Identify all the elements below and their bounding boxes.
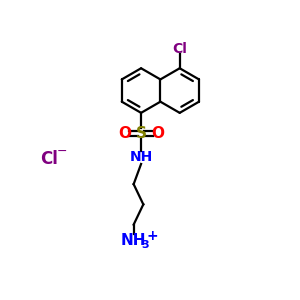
Text: +: + bbox=[146, 229, 158, 243]
Text: −: − bbox=[57, 145, 68, 158]
Text: NH: NH bbox=[130, 150, 153, 164]
Text: O: O bbox=[151, 126, 164, 141]
Text: O: O bbox=[118, 126, 131, 141]
Text: 3: 3 bbox=[141, 240, 149, 250]
Text: NH: NH bbox=[121, 233, 146, 248]
Text: S: S bbox=[136, 126, 147, 141]
Text: Cl: Cl bbox=[40, 150, 58, 168]
Text: Cl: Cl bbox=[172, 42, 187, 56]
